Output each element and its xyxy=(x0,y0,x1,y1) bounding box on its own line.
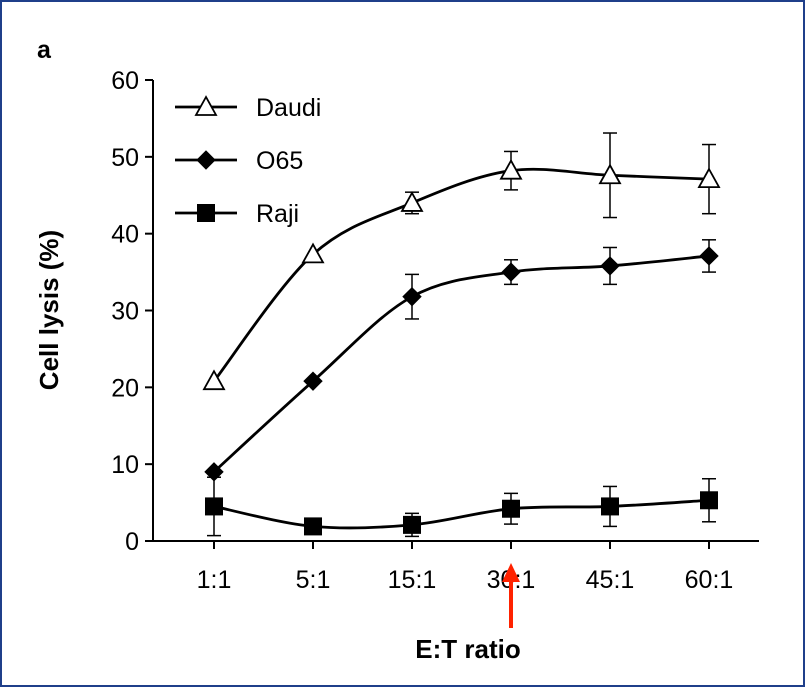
legend-label-o65: O65 xyxy=(256,147,303,175)
x-tick-label: 15:1 xyxy=(388,566,437,594)
y-tick-label: 30 xyxy=(111,298,139,326)
data-point-daudi xyxy=(202,369,226,391)
y-tick-label: 0 xyxy=(125,528,139,556)
annotation-arrow-head xyxy=(502,563,520,582)
legend-marker-raji xyxy=(197,204,215,222)
y-tick-label: 50 xyxy=(111,144,139,172)
x-tick-label: 1:1 xyxy=(197,566,232,594)
data-point-raji xyxy=(304,517,322,536)
annotation-layer xyxy=(502,563,520,628)
data-point-o65 xyxy=(402,286,422,307)
data-point-raji xyxy=(403,515,421,534)
data-point-daudi xyxy=(499,158,523,180)
x-axis-label: E:T ratio xyxy=(415,634,520,664)
data-point-o65 xyxy=(600,256,620,276)
panel-label: a xyxy=(37,36,52,64)
data-point-raji xyxy=(205,497,223,516)
data-point-daudi xyxy=(301,242,325,264)
series-line-o65 xyxy=(213,254,710,473)
series-line-raji xyxy=(213,498,710,530)
legend-label-raji: Raji xyxy=(256,200,299,228)
y-tick-label: 20 xyxy=(111,374,139,402)
series-o65 xyxy=(204,239,719,482)
data-point-o65 xyxy=(303,371,323,391)
y-tick-label: 10 xyxy=(111,451,139,479)
data-point-raji xyxy=(502,499,520,518)
data-point-daudi xyxy=(400,191,424,212)
x-tick-label: 45:1 xyxy=(586,566,635,594)
x-tick-label: 60:1 xyxy=(685,566,734,594)
y-tick-label: 40 xyxy=(111,221,139,249)
series-daudi xyxy=(202,132,721,391)
y-axis-label: Cell lysis (%) xyxy=(34,230,64,390)
legend: Daudi O65 Raji xyxy=(175,94,321,228)
data-point-raji xyxy=(601,497,619,516)
data-point-daudi xyxy=(697,167,721,189)
series-raji xyxy=(205,476,718,538)
data-point-o65 xyxy=(699,246,719,266)
data-point-daudi xyxy=(598,163,622,185)
data-point-raji xyxy=(700,491,718,510)
x-tick-label: 5:1 xyxy=(296,566,331,594)
data-point-o65 xyxy=(501,262,521,282)
legend-marker-daudi xyxy=(194,95,218,116)
y-tick-label: 60 xyxy=(111,67,139,95)
series-layer xyxy=(202,132,721,538)
legend-label-daudi: Daudi xyxy=(256,94,321,122)
legend-marker-o65 xyxy=(196,150,216,170)
